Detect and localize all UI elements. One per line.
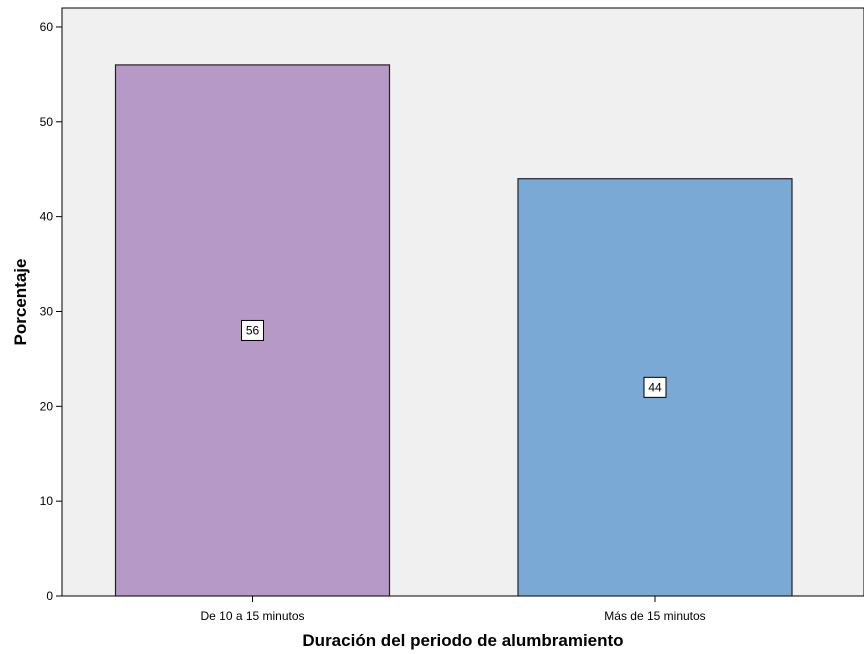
data-label: 44 bbox=[648, 380, 662, 394]
y-tick-label: 60 bbox=[40, 20, 54, 34]
y-axis-title: Porcentaje bbox=[11, 259, 30, 346]
x-axis: De 10 a 15 minutos Más de 15 minutos bbox=[200, 596, 706, 623]
y-tick-label: 40 bbox=[40, 210, 54, 224]
y-tick-label: 20 bbox=[40, 399, 54, 413]
y-axis: 0 10 20 30 40 50 60 bbox=[40, 20, 62, 603]
data-label: 56 bbox=[246, 323, 260, 337]
bars-group: 56 44 bbox=[114, 64, 793, 597]
data-label-box bbox=[241, 319, 264, 341]
y-tick-label: 10 bbox=[40, 494, 54, 508]
data-label-box bbox=[643, 376, 667, 398]
y-tick-label: 50 bbox=[40, 115, 54, 129]
x-tick-label: De 10 a 15 minutos bbox=[200, 609, 304, 623]
x-axis-title: Duración del periodo de alumbramiento bbox=[302, 631, 623, 650]
x-tick-label: Más de 15 minutos bbox=[604, 609, 705, 623]
y-tick-label: 0 bbox=[46, 589, 53, 603]
y-tick-label: 30 bbox=[40, 304, 54, 318]
